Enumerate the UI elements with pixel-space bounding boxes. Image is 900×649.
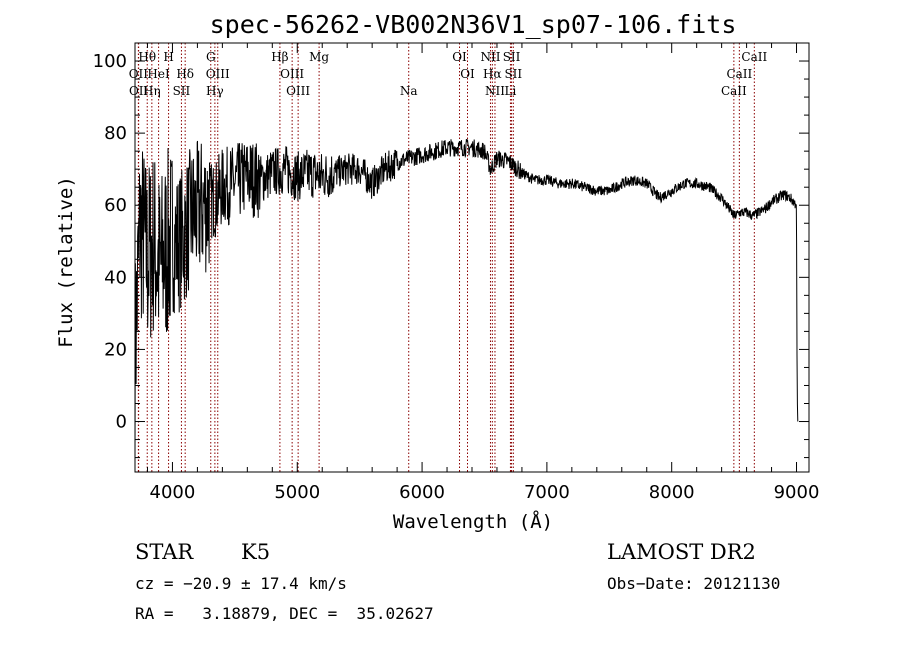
line-marker-label: OIII bbox=[280, 67, 304, 81]
x-axis-ticks: 4000 5000 6000 7000 8000 9000 bbox=[146, 43, 820, 503]
line-marker-label: SII bbox=[173, 84, 191, 98]
x-tick-label: 4000 bbox=[150, 482, 196, 503]
line-marker-label: Hβ bbox=[271, 50, 288, 64]
y-tick-label: 60 bbox=[104, 195, 127, 216]
line-marker-label: Li bbox=[505, 84, 517, 98]
line-marker-label: CaII bbox=[721, 84, 747, 98]
emission-line-markers bbox=[137, 43, 755, 472]
line-marker-label: CaII bbox=[741, 50, 767, 64]
line-marker-label: H bbox=[163, 50, 173, 64]
y-axis-label: Flux (relative) bbox=[55, 176, 77, 348]
line-marker-label: NII bbox=[485, 84, 505, 98]
line-marker-label: OI bbox=[460, 67, 475, 81]
line-marker-label: OIII bbox=[286, 84, 310, 98]
survey-name: LAMOST DR2 bbox=[607, 540, 756, 564]
line-marker-label: Hθ bbox=[138, 50, 156, 64]
obs-date-text: Obs−Date: 20121130 bbox=[607, 574, 780, 593]
line-marker-label: SII bbox=[503, 50, 521, 64]
line-marker-label: OII bbox=[129, 84, 149, 98]
line-marker-label: Hη bbox=[143, 84, 161, 98]
x-tick-label: 8000 bbox=[649, 482, 695, 503]
x-tick-label: 5000 bbox=[274, 482, 320, 503]
line-marker-label: Mg bbox=[309, 50, 329, 64]
y-tick-label: 20 bbox=[104, 339, 127, 360]
line-marker-label: Hα bbox=[483, 67, 502, 81]
x-tick-label: 9000 bbox=[774, 482, 820, 503]
chart-title: spec-56262-VB002N36V1_sp07-106.fits bbox=[210, 10, 737, 39]
line-marker-label: SII bbox=[504, 67, 522, 81]
line-marker-label: OI bbox=[452, 50, 467, 64]
x-tick-label: 6000 bbox=[399, 482, 445, 503]
line-marker-label: G bbox=[206, 50, 216, 64]
line-marker-label: Hγ bbox=[206, 84, 224, 98]
line-marker-label: Hδ bbox=[176, 67, 194, 81]
line-marker-label: NII bbox=[480, 50, 500, 64]
y-tick-label: 0 bbox=[116, 412, 127, 433]
x-axis-label: Wavelength (Å) bbox=[393, 510, 553, 533]
plot-frame bbox=[134, 42, 810, 473]
coordinates-text: RA = 3.18879, DEC = 35.02627 bbox=[135, 604, 434, 623]
line-marker-label: OII bbox=[129, 67, 149, 81]
y-tick-label: 80 bbox=[104, 123, 127, 144]
object-class: STAR bbox=[135, 540, 194, 564]
line-marker-label: OIII bbox=[206, 67, 230, 81]
y-axis-ticks: 0 20 40 60 80 100 bbox=[93, 51, 809, 459]
object-subclass: K5 bbox=[241, 540, 270, 564]
line-marker-label: HeI bbox=[147, 67, 170, 81]
redshift-text: cz = −20.9 ± 17.4 km/s bbox=[135, 574, 347, 593]
y-tick-label: 100 bbox=[93, 51, 127, 72]
line-marker-label: Na bbox=[400, 84, 418, 98]
spectrum-line bbox=[134, 138, 799, 456]
y-tick-label: 40 bbox=[104, 267, 127, 288]
x-tick-label: 7000 bbox=[524, 482, 570, 503]
line-marker-label: CaII bbox=[726, 67, 752, 81]
